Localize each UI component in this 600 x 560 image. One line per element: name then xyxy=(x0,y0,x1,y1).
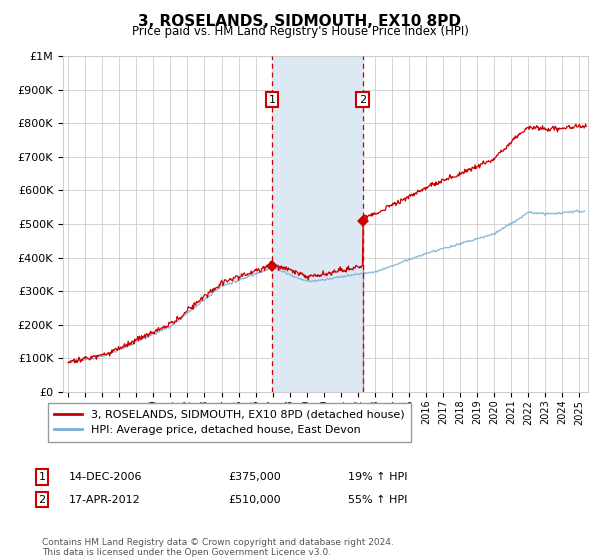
Text: 1: 1 xyxy=(38,472,46,482)
Text: 2: 2 xyxy=(359,95,367,105)
Text: Price paid vs. HM Land Registry's House Price Index (HPI): Price paid vs. HM Land Registry's House … xyxy=(131,25,469,38)
Text: Contains HM Land Registry data © Crown copyright and database right 2024.
This d: Contains HM Land Registry data © Crown c… xyxy=(42,538,394,557)
Text: 2: 2 xyxy=(38,494,46,505)
Text: 19% ↑ HPI: 19% ↑ HPI xyxy=(348,472,407,482)
Text: 14-DEC-2006: 14-DEC-2006 xyxy=(69,472,143,482)
Text: £510,000: £510,000 xyxy=(228,494,281,505)
Text: 1: 1 xyxy=(268,95,275,105)
Bar xyxy=(272,56,363,392)
Legend: 3, ROSELANDS, SIDMOUTH, EX10 8PD (detached house), HPI: Average price, detached : 3, ROSELANDS, SIDMOUTH, EX10 8PD (detach… xyxy=(47,403,411,442)
Text: 55% ↑ HPI: 55% ↑ HPI xyxy=(348,494,407,505)
Text: 3, ROSELANDS, SIDMOUTH, EX10 8PD: 3, ROSELANDS, SIDMOUTH, EX10 8PD xyxy=(139,14,461,29)
Text: 17-APR-2012: 17-APR-2012 xyxy=(69,494,141,505)
Text: £375,000: £375,000 xyxy=(228,472,281,482)
